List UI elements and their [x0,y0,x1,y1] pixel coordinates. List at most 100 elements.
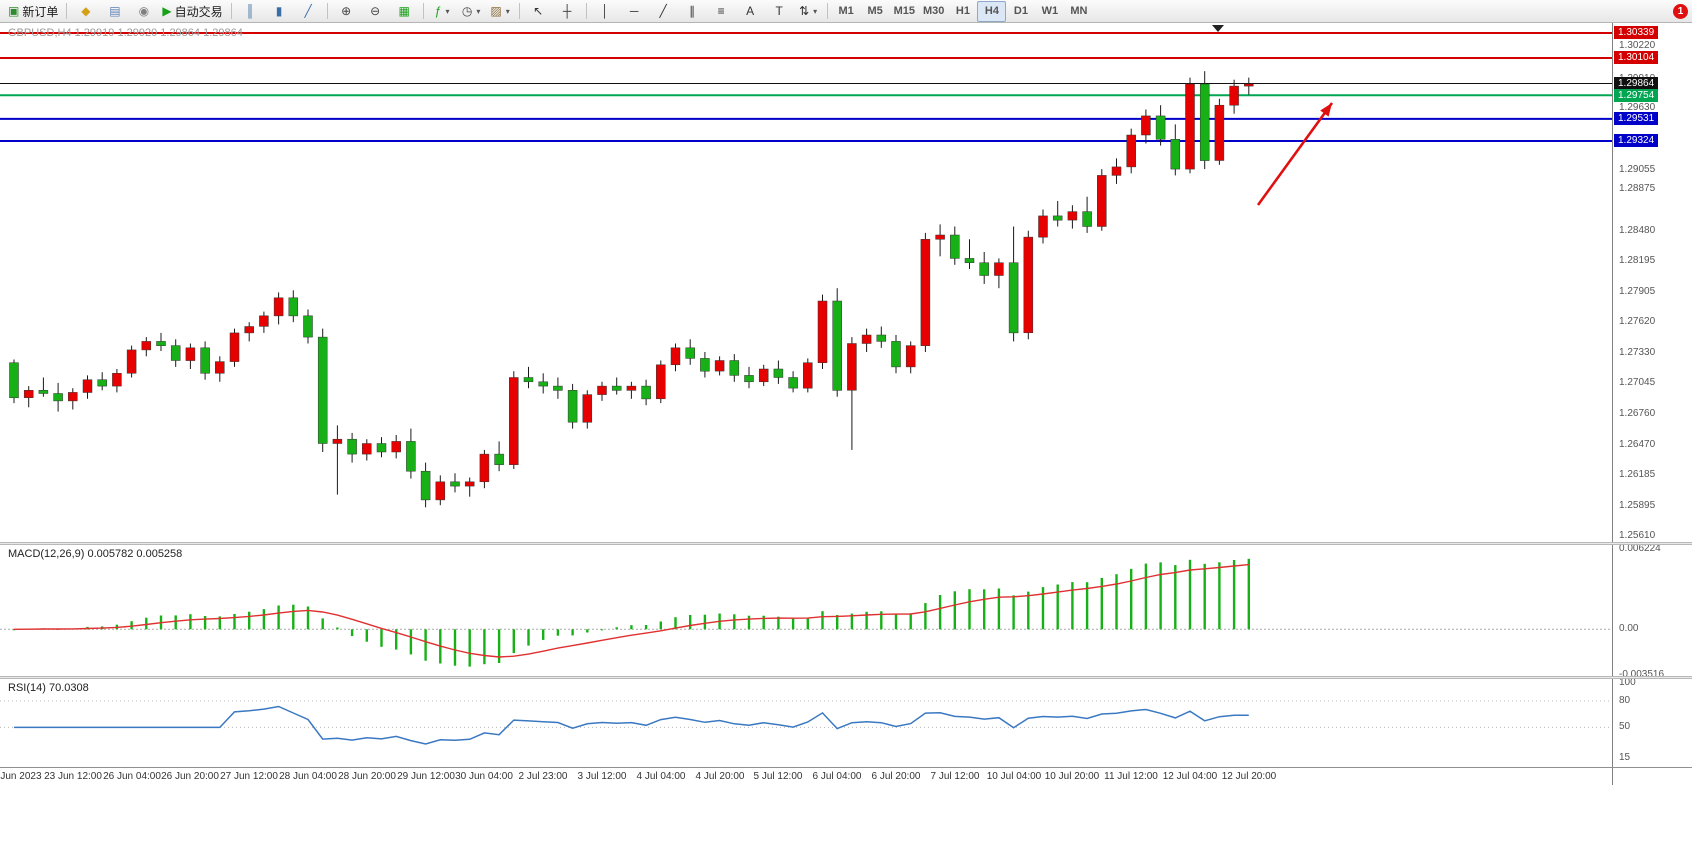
candle [582,390,593,429]
tile-windows-icon: ▦ [398,4,410,18]
panel-separator[interactable] [0,542,1692,545]
notification-badge[interactable]: 1 [1673,4,1688,19]
macd-canvas[interactable] [0,545,1612,676]
candle [97,372,107,391]
time-axis-label: 12 Jul 04:00 [1162,771,1218,782]
time-axis-label: 6 Jul 04:00 [812,771,862,782]
candle [950,226,960,265]
macd-histogram-bar [938,595,942,630]
price-axis[interactable]: 1.302201.299101.296301.290551.288751.284… [1612,23,1692,785]
data-window-button[interactable]: ◉ [129,1,158,22]
macd-histogram-bar [1027,591,1030,630]
macd-histogram-bar [836,615,839,630]
price-badge: 1.30104 [1614,51,1659,64]
macd-histogram-bar [277,605,280,630]
candle [964,239,975,269]
timeframe-m1[interactable]: M1 [838,5,854,17]
rsi-canvas[interactable] [0,679,1612,767]
candle [1141,109,1151,144]
timeframe-h4[interactable]: H4 [977,0,1007,22]
timeframe-d1[interactable]: D1 [1013,5,1028,17]
periods-icon: ◷ [461,4,473,18]
auto-trading-button[interactable]: ▶ 自动交易 [158,1,226,22]
macd-axis-label: -0.003516 [1619,669,1665,680]
zoom-out-icon: ⊖ [370,4,381,18]
horizontal-line-tool-button[interactable]: ─ [620,1,649,22]
trendline-tool-button[interactable]: ╱ [649,1,678,22]
chevron-down-icon: ▾ [813,6,818,16]
crosshair-button[interactable]: ┼ [553,1,582,22]
timeframe-m15[interactable]: M15 [893,5,916,17]
new-order-button[interactable]: ▣ 新订单 [4,1,62,22]
crosshair-icon: ┼ [562,4,572,18]
panel-separator[interactable] [0,676,1692,679]
arrows-tool-button[interactable]: ⇅ ▾ [794,1,823,22]
auto-trading-icon: ▶ [162,4,172,18]
timeframe-m5[interactable]: M5 [867,5,883,17]
candle [994,258,1004,289]
bar-chart-mode-button[interactable]: ║ [236,1,265,22]
tile-windows-button[interactable]: ▦ [390,1,419,22]
timeframe-m30[interactable]: M30 [923,5,945,17]
macd-histogram-bar [1218,562,1221,630]
candlestick-mode-button[interactable]: ▮ [265,1,294,22]
price-axis-label: 1.26760 [1619,408,1656,419]
candle [670,343,681,372]
price-axis-label: 1.28480 [1619,225,1656,236]
candle [1214,98,1225,165]
price-badge: 1.30339 [1614,26,1659,39]
macd-histogram-bar [468,629,471,667]
macd-histogram-bar [600,629,604,631]
indicators-button[interactable]: ƒ ▾ [428,1,457,22]
macd-histogram-bar [380,629,383,647]
candle [215,356,225,382]
profiles-button[interactable]: ▤ [100,1,129,22]
candle [656,360,666,404]
cursor-icon: ↖ [533,4,544,18]
periods-button[interactable]: ◷ ▾ [457,1,486,22]
fibonacci-tool-icon: ≡ [717,4,725,18]
macd-histogram-bar [1085,582,1089,630]
fibonacci-tool-button[interactable]: ≡ [707,1,736,22]
timeframe-w1[interactable]: W1 [1041,5,1059,17]
text-label-tool-button[interactable]: T [765,1,794,22]
candle [450,473,460,493]
candle [685,339,695,365]
time-axis-label: 10 Jul 04:00 [986,771,1042,782]
toolbar: ▣ 新订单 ◆ ▤ ◉ ▶ 自动交易 ║ ▮ ╱ ⊕ ⊖ ▦ ƒ ▾ ◷ ▾ ▨ ▾ ↖ ┼ │ ─ ╱ ∥ ≡ A T ⇅ ▾ M1 M5 M… [0,0,1692,23]
candle [376,437,387,458]
vertical-line-tool-button[interactable]: │ [591,1,620,22]
price-axis-label: 1.29055 [1619,164,1656,175]
macd-histogram-bar [644,625,648,630]
templates-button[interactable]: ▨ ▾ [486,1,515,22]
cursor-button[interactable]: ↖ [524,1,553,22]
line-chart-mode-button[interactable]: ╱ [294,1,323,22]
text-tool-button[interactable]: A [736,1,765,22]
candle [273,292,284,325]
timeframe-mn[interactable]: MN [1070,5,1088,17]
channel-tool-button[interactable]: ∥ [678,1,707,22]
candle [1038,209,1048,244]
candle [920,232,931,352]
candle [817,294,828,369]
market-watch-icon: ◆ [81,4,91,18]
macd-axis-label: 0.00 [1619,623,1639,634]
timeframe-h1[interactable]: H1 [955,5,970,17]
chart-shift-marker[interactable] [1212,25,1224,32]
rsi-axis-label: 100 [1619,677,1636,688]
candle [626,381,637,399]
candle [523,366,534,389]
candle [744,366,754,389]
candle [773,360,784,384]
trendline-tool-icon: ╱ [659,4,667,18]
trend-arrow-annotation[interactable] [1256,102,1334,206]
zoom-out-button[interactable]: ⊖ [361,1,390,22]
price-chart-canvas[interactable] [0,23,1612,542]
zoom-in-button[interactable]: ⊕ [332,1,361,22]
macd-histogram-bar [924,603,927,630]
market-watch-button[interactable]: ◆ [71,1,100,22]
candle [1244,77,1254,95]
macd-histogram-bar [527,629,530,646]
macd-histogram-bar [12,629,16,631]
